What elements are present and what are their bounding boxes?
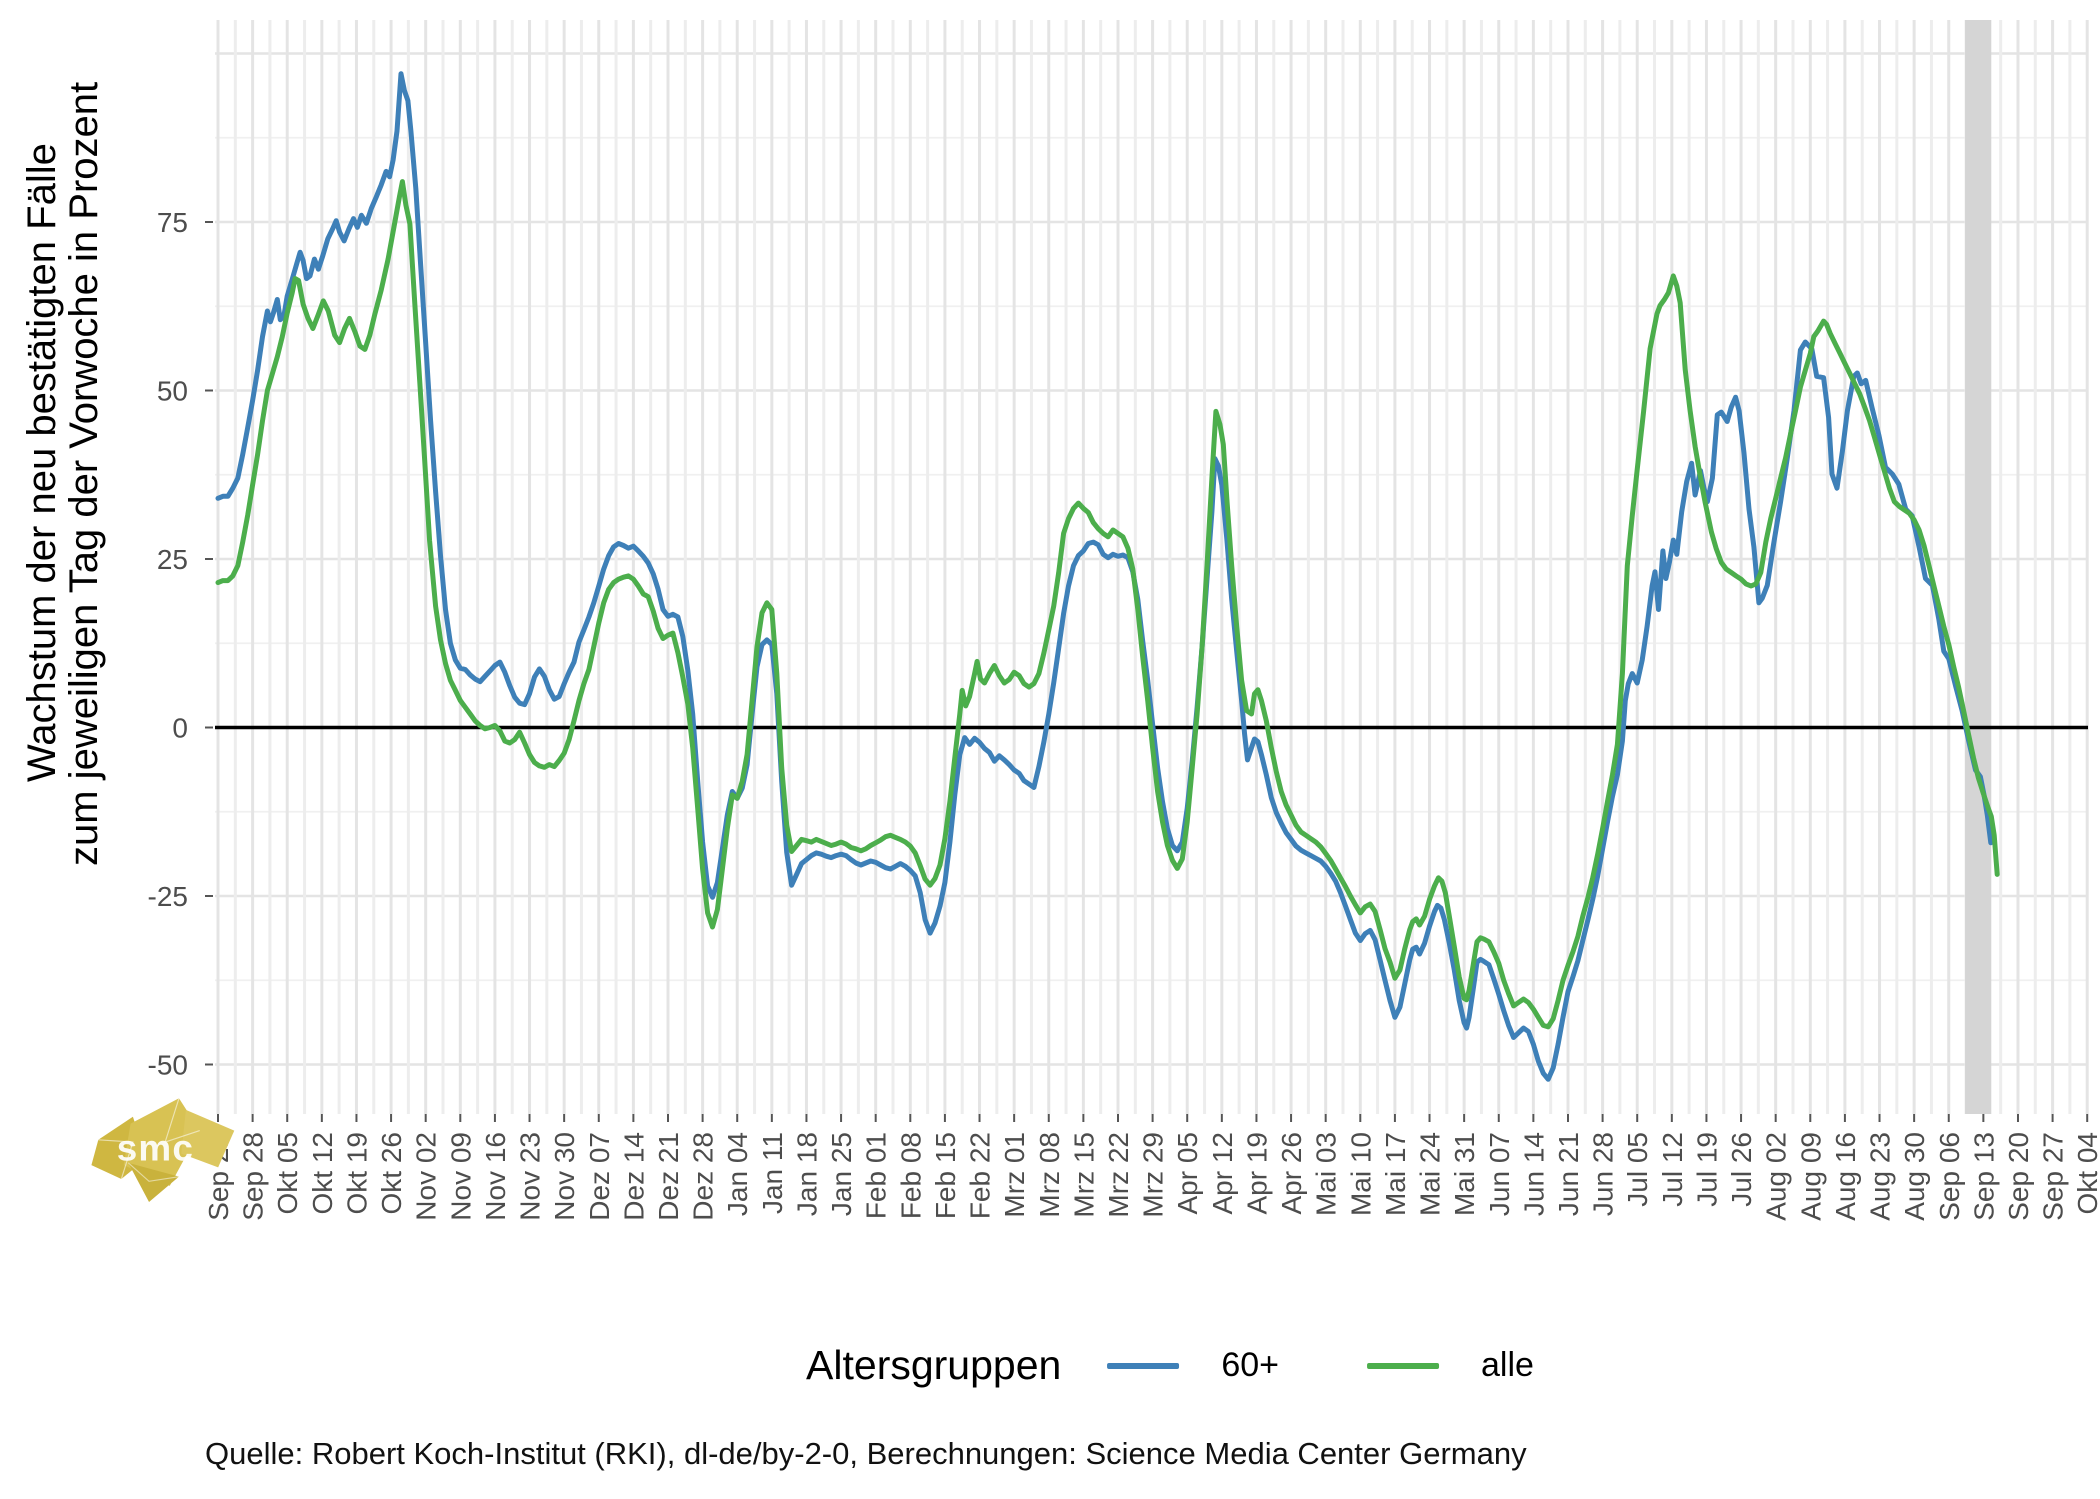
legend-swatch-alle-line bbox=[1367, 1362, 1440, 1369]
x-tick-label: Jan 04 bbox=[722, 1132, 753, 1216]
smc-logo: smc bbox=[91, 1098, 235, 1202]
x-tick-label: Aug 23 bbox=[1865, 1132, 1896, 1221]
y-tick-label: 25 bbox=[157, 544, 188, 575]
x-tick-label: Sep 06 bbox=[1934, 1132, 1965, 1221]
y-axis-title-line2: zum jeweiligen Tag der Vorwoche in Proze… bbox=[62, 81, 106, 866]
x-tick-label: Okt 12 bbox=[307, 1132, 338, 1214]
x-tick-label: Nov 02 bbox=[411, 1132, 442, 1221]
x-tick-label: Mrz 08 bbox=[1034, 1132, 1065, 1218]
x-tick-label: Dez 28 bbox=[688, 1132, 719, 1221]
x-tick-label: Jun 21 bbox=[1553, 1132, 1584, 1216]
x-tick-label: Apr 26 bbox=[1276, 1132, 1307, 1215]
x-tick-label: Sep 20 bbox=[2003, 1132, 2034, 1221]
x-tick-label: Nov 09 bbox=[445, 1132, 476, 1221]
x-tick-label: Mrz 22 bbox=[1103, 1132, 1134, 1218]
x-tick-label: Apr 05 bbox=[1172, 1132, 1203, 1215]
recent-data-highlight-band bbox=[1965, 20, 1992, 1114]
x-tick-label: Sep 27 bbox=[2038, 1132, 2069, 1221]
x-tick-label: Mrz 01 bbox=[999, 1132, 1030, 1218]
x-tick-label: Nov 16 bbox=[480, 1132, 511, 1221]
x-tick-label: Jun 14 bbox=[1518, 1132, 1549, 1216]
x-tick-label: Aug 30 bbox=[1899, 1132, 1930, 1221]
legend-item-alle: alle bbox=[1367, 1346, 1534, 1385]
x-tick-label: Mai 24 bbox=[1415, 1132, 1446, 1216]
x-tick-label: Jan 25 bbox=[826, 1132, 857, 1216]
x-tick-label: Aug 16 bbox=[1830, 1132, 1861, 1221]
series-line-60plus bbox=[215, 71, 1994, 1082]
y-axis-title-line1: Wachstum der neu bestätigten Fälle bbox=[20, 143, 64, 782]
x-tick-label: Jan 11 bbox=[757, 1132, 788, 1214]
x-tick-label: Jun 07 bbox=[1484, 1132, 1515, 1216]
x-tick-label: Aug 09 bbox=[1795, 1132, 1826, 1221]
x-tick-label: Jul 12 bbox=[1657, 1132, 1688, 1207]
x-tick-label: Mai 31 bbox=[1449, 1132, 1480, 1216]
x-tick-label: Dez 21 bbox=[653, 1132, 684, 1221]
x-tick-label: Nov 30 bbox=[549, 1132, 580, 1221]
x-tick-label: Nov 23 bbox=[515, 1132, 546, 1221]
x-tick-label: Mai 03 bbox=[1311, 1132, 1342, 1216]
x-tick-label: Aug 02 bbox=[1761, 1132, 1792, 1221]
x-tick-label: Feb 22 bbox=[965, 1132, 996, 1219]
x-tick-label: Jul 05 bbox=[1622, 1132, 1653, 1207]
x-tick-label: Sep 28 bbox=[238, 1132, 269, 1221]
smc-logo-text: smc bbox=[117, 1128, 194, 1169]
x-tick-label: Apr 12 bbox=[1207, 1132, 1238, 1215]
x-tick-label: Feb 01 bbox=[861, 1132, 892, 1219]
series-line-alle bbox=[215, 179, 2000, 1030]
x-tick-label: Apr 19 bbox=[1241, 1132, 1272, 1215]
legend-swatch-60plus-line bbox=[1107, 1362, 1180, 1369]
x-tick-label: Jun 28 bbox=[1588, 1132, 1619, 1216]
y-tick-label: -25 bbox=[148, 881, 188, 912]
x-tick-label: Mrz 29 bbox=[1138, 1132, 1169, 1218]
x-tick-label: Feb 08 bbox=[895, 1132, 926, 1219]
legend: Altersgruppen 60+ alle bbox=[806, 1342, 1534, 1389]
x-tick-label: Okt 26 bbox=[376, 1132, 407, 1214]
x-tick-label: Mai 10 bbox=[1345, 1132, 1376, 1216]
legend-label-60plus: 60+ bbox=[1221, 1346, 1280, 1384]
x-tick-label: Mrz 15 bbox=[1068, 1132, 1099, 1218]
x-tick-label: Okt 19 bbox=[341, 1132, 372, 1214]
legend-item-60plus: 60+ bbox=[1107, 1346, 1279, 1385]
x-tick-label: Dez 14 bbox=[618, 1132, 649, 1221]
x-tick-label: Jul 26 bbox=[1726, 1132, 1757, 1207]
source-credit: Quelle: Robert Koch-Institut (RKI), dl-d… bbox=[205, 1436, 1527, 1471]
x-tick-label: Sep 13 bbox=[1968, 1132, 1999, 1221]
y-tick-label: -50 bbox=[148, 1050, 188, 1081]
x-tick-label: Feb 15 bbox=[930, 1132, 961, 1219]
x-tick-label: Okt 04 bbox=[2072, 1132, 2100, 1214]
legend-label-alle: alle bbox=[1481, 1346, 1534, 1384]
y-tick-label: 75 bbox=[157, 207, 188, 238]
legend-title: Altersgruppen bbox=[806, 1342, 1062, 1388]
x-tick-label: Jul 19 bbox=[1691, 1132, 1722, 1207]
x-tick-label: Jan 18 bbox=[791, 1132, 822, 1216]
x-tick-label: Mai 17 bbox=[1380, 1132, 1411, 1216]
y-tick-label: 50 bbox=[157, 376, 188, 407]
x-tick-label: Okt 05 bbox=[272, 1132, 303, 1214]
y-tick-label: 0 bbox=[172, 713, 188, 744]
x-tick-label: Dez 07 bbox=[584, 1132, 615, 1221]
